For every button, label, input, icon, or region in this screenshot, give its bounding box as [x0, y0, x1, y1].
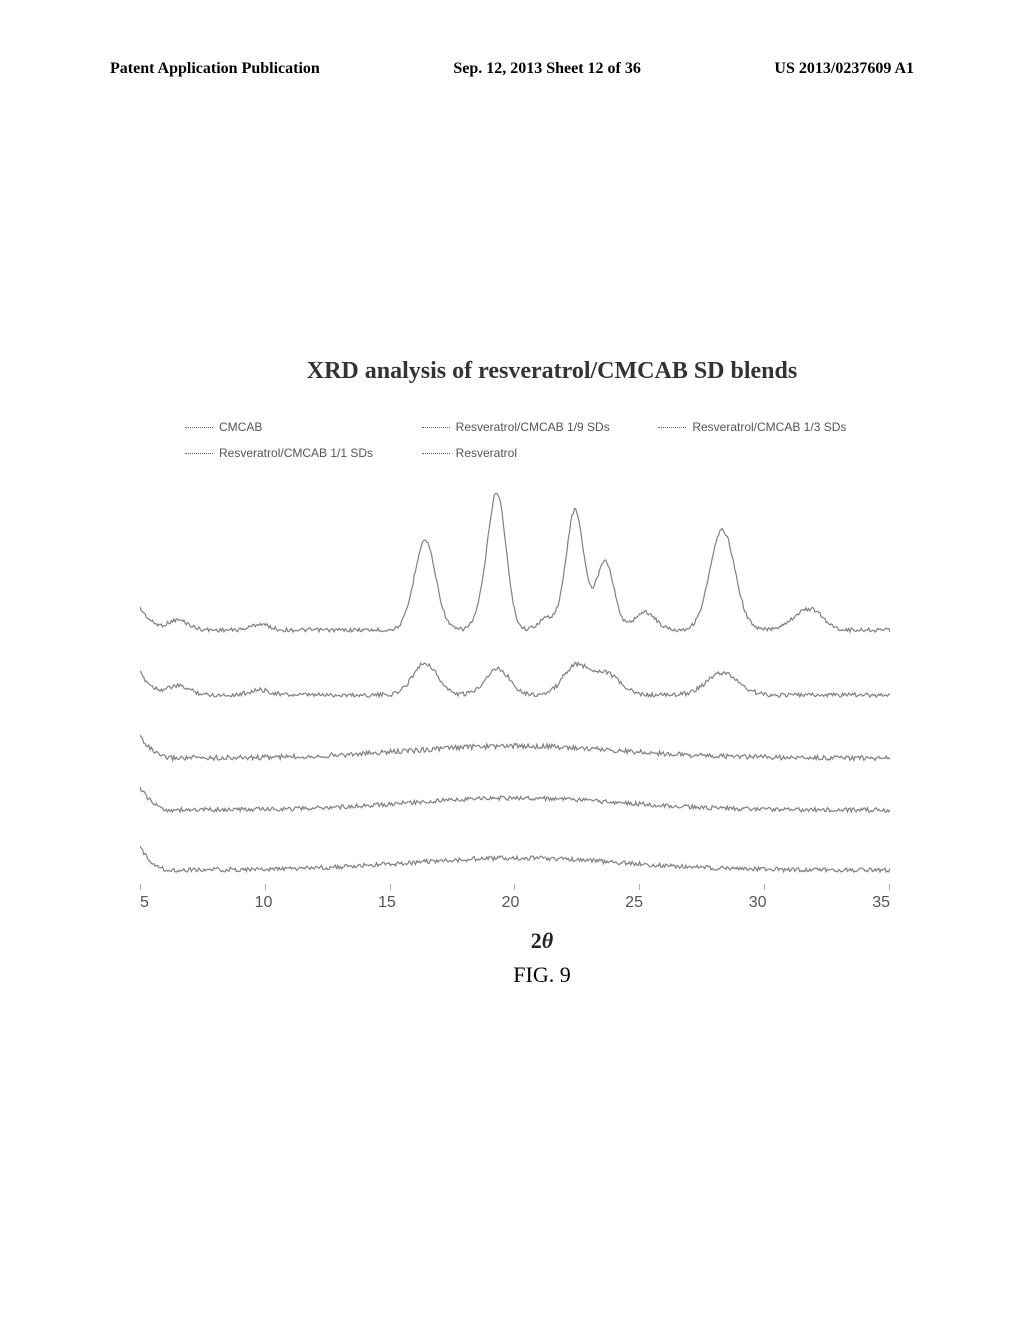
x-axis-labels: 5 10 15 20 25 30 35	[140, 894, 890, 912]
legend-label: Resveratrol/CMCAB 1/9 SDs	[456, 420, 610, 434]
chart-title: XRD analysis of resveratrol/CMCAB SD ble…	[0, 358, 1024, 385]
x-tick-label: 5	[140, 894, 149, 912]
tick-mark	[764, 884, 765, 890]
legend-item: Resveratrol	[422, 446, 649, 460]
legend-swatch-icon	[185, 427, 213, 428]
tick-mark	[889, 884, 890, 890]
xrd-trace	[140, 787, 890, 812]
tick-mark	[639, 884, 640, 890]
x-tick-label: 20	[502, 894, 520, 912]
xrd-trace	[140, 735, 890, 761]
legend-swatch-icon	[422, 427, 450, 428]
header-center: Sep. 12, 2013 Sheet 12 of 36	[453, 60, 641, 78]
legend-item: Resveratrol/CMCAB 1/1 SDs	[185, 446, 412, 460]
xrd-trace	[140, 662, 890, 697]
figure-label: FIG. 9	[0, 962, 1024, 988]
xrd-trace	[140, 846, 890, 872]
legend-item: CMCAB	[185, 420, 412, 434]
legend-label: Resveratrol	[456, 446, 517, 460]
x-tick-label: 25	[625, 894, 643, 912]
tick-mark	[390, 884, 391, 890]
xrd-svg	[140, 480, 890, 890]
x-tick-label: 35	[872, 894, 890, 912]
x-axis-title-prefix: 2	[531, 928, 542, 953]
tick-mark	[140, 884, 141, 890]
legend-label: Resveratrol/CMCAB 1/3 SDs	[692, 420, 846, 434]
legend-item: Resveratrol/CMCAB 1/3 SDs	[658, 420, 885, 434]
header-right: US 2013/0237609 A1	[774, 60, 914, 78]
legend-swatch-icon	[422, 453, 450, 454]
legend-swatch-icon	[658, 427, 686, 428]
xrd-plot	[140, 480, 890, 890]
legend-label: CMCAB	[219, 420, 262, 434]
x-tick-label: 15	[378, 894, 396, 912]
tick-mark	[514, 884, 515, 890]
tick-mark	[265, 884, 266, 890]
x-tick-marks	[140, 884, 890, 892]
x-axis-title: 2θ	[0, 928, 1024, 954]
xrd-trace	[140, 494, 890, 633]
x-axis-title-theta: θ	[542, 928, 553, 953]
legend-label: Resveratrol/CMCAB 1/1 SDs	[219, 446, 373, 460]
x-tick-label: 30	[749, 894, 767, 912]
x-tick-label: 10	[255, 894, 273, 912]
header-left: Patent Application Publication	[110, 60, 320, 78]
chart-legend: CMCAB Resveratrol/CMCAB 1/9 SDs Resverat…	[185, 420, 885, 460]
legend-swatch-icon	[185, 453, 213, 454]
patent-header: Patent Application Publication Sep. 12, …	[0, 60, 1024, 78]
legend-item: Resveratrol/CMCAB 1/9 SDs	[422, 420, 649, 434]
